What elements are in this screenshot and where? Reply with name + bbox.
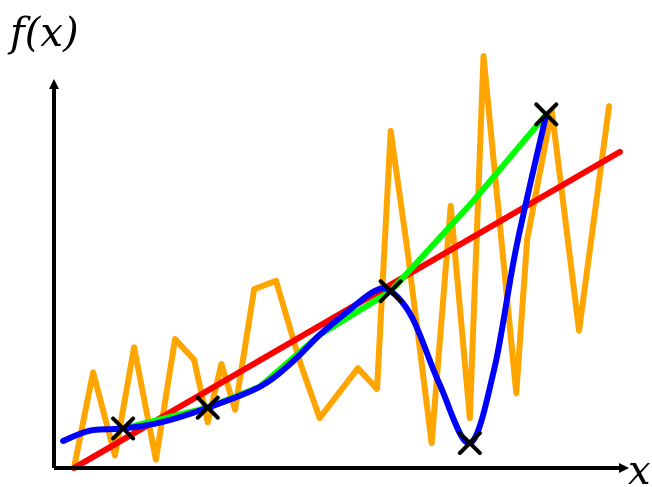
data-point-cross-3 [378, 279, 403, 304]
green-piecewise-line [120, 111, 550, 432]
data-point-cross-4 [457, 431, 482, 456]
axes: x f(x) [7, 10, 651, 487]
series-layer [60, 53, 623, 471]
y-axis-label: f(x) [7, 10, 79, 56]
data-point-cross-5 [534, 102, 559, 127]
data-point-cross-2 [195, 395, 220, 420]
data-point-markers [111, 102, 559, 456]
x-axis-label: x [628, 448, 651, 487]
orange-zigzag-line [71, 53, 613, 471]
blue-smooth-curve [60, 111, 550, 447]
data-point-cross-1 [111, 416, 136, 441]
